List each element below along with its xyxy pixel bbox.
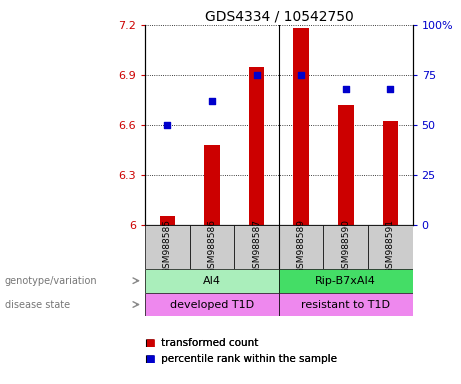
Text: GSM988587: GSM988587 — [252, 219, 261, 274]
Bar — [160, 216, 175, 225]
Point — [253, 72, 260, 78]
Text: disease state: disease state — [5, 300, 70, 310]
Text: GSM988590: GSM988590 — [341, 219, 350, 274]
Text: ■: ■ — [145, 354, 155, 364]
Bar — [145, 269, 279, 293]
Text: GSM988586: GSM988586 — [207, 219, 217, 274]
Bar — [293, 28, 309, 225]
Bar — [145, 225, 190, 269]
Point — [164, 122, 171, 128]
Bar — [145, 293, 279, 316]
Bar — [279, 225, 324, 269]
Point — [208, 98, 216, 104]
Text: ■  transformed count: ■ transformed count — [145, 338, 259, 348]
Text: resistant to T1D: resistant to T1D — [301, 300, 390, 310]
Bar — [249, 66, 265, 225]
Bar — [279, 293, 413, 316]
Title: GDS4334 / 10542750: GDS4334 / 10542750 — [205, 10, 353, 24]
Text: genotype/variation: genotype/variation — [5, 276, 97, 286]
Bar — [368, 225, 413, 269]
Text: GSM988585: GSM988585 — [163, 219, 172, 274]
Text: AI4: AI4 — [203, 276, 221, 286]
Text: GSM988589: GSM988589 — [297, 219, 306, 274]
Text: Rip-B7xAI4: Rip-B7xAI4 — [315, 276, 376, 286]
Text: developed T1D: developed T1D — [170, 300, 254, 310]
Text: ■: ■ — [145, 338, 155, 348]
Bar — [190, 225, 234, 269]
Text: ■  percentile rank within the sample: ■ percentile rank within the sample — [145, 354, 337, 364]
Bar — [204, 145, 220, 225]
Bar — [279, 269, 413, 293]
Bar — [383, 121, 398, 225]
Bar — [234, 225, 279, 269]
Point — [342, 86, 349, 92]
Bar — [338, 105, 354, 225]
Point — [387, 86, 394, 92]
Text: GSM988591: GSM988591 — [386, 219, 395, 274]
Point — [297, 72, 305, 78]
Bar — [324, 225, 368, 269]
Text: transformed count: transformed count — [161, 338, 259, 348]
Text: percentile rank within the sample: percentile rank within the sample — [161, 354, 337, 364]
